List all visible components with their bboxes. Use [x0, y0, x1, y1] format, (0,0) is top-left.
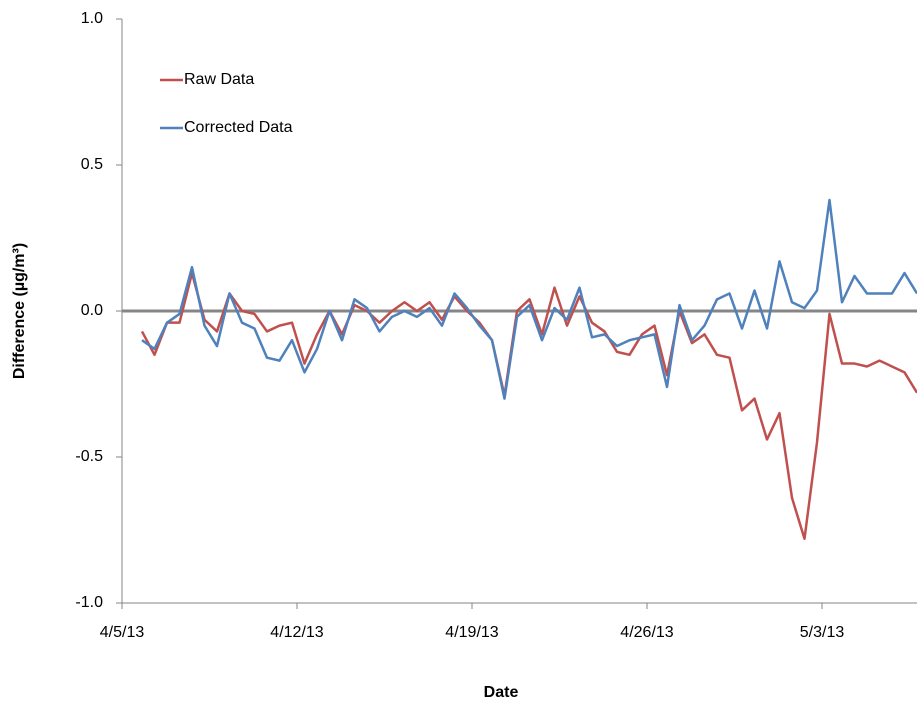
y-tick-label: 0.0: [81, 302, 103, 319]
legend-label: Corrected Data: [184, 119, 293, 136]
data-line: [140, 271, 917, 541]
y-tick-label: 1.0: [81, 10, 103, 27]
x-tick-label: 4/12/13: [270, 624, 323, 641]
y-tick-label: -1.0: [75, 594, 103, 611]
x-tick-label: 4/5/13: [100, 624, 145, 641]
y-tick-label: 0.5: [81, 156, 103, 173]
x-tick-label: 4/26/13: [620, 624, 673, 641]
x-tick-label: 4/19/13: [445, 624, 498, 641]
y-tick-label: -0.5: [75, 448, 103, 465]
x-tick-label: 5/3/13: [800, 624, 845, 641]
x-axis-title: Date: [484, 684, 519, 701]
data-line: [141, 198, 917, 400]
y-axis-title: Difference (µg/m³): [11, 243, 28, 379]
legend-label: Raw Data: [184, 71, 254, 88]
